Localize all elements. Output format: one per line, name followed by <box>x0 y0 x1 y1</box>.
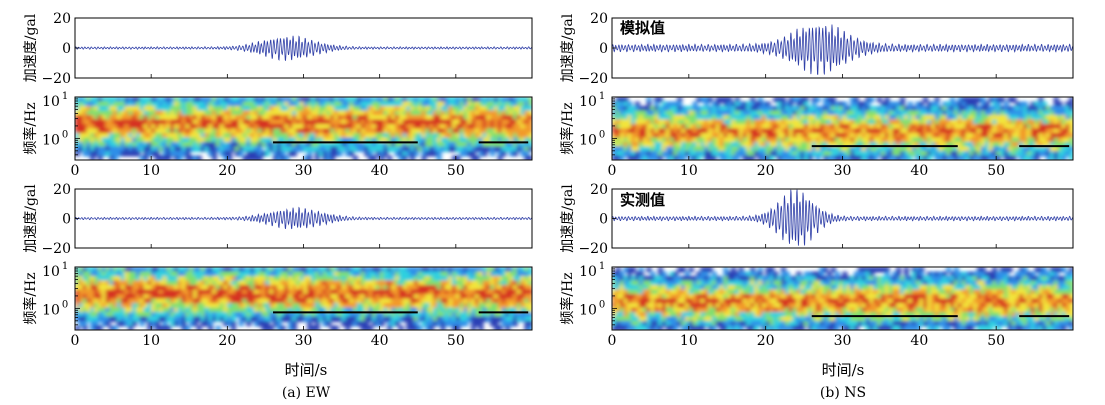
x-tick-label: 40 <box>910 163 928 179</box>
x-tick-label: 10 <box>680 163 698 179</box>
y-axis-label-accel: 加速度/gal <box>560 184 576 253</box>
x-tick-label: 30 <box>295 333 313 349</box>
x-tick-label: 0 <box>71 333 80 349</box>
x-tick-label: 50 <box>447 163 465 179</box>
accel-series-line <box>611 189 1074 246</box>
y-axis-label-accel: 加速度/gal <box>23 184 39 253</box>
x-tick-label: 30 <box>834 163 852 179</box>
x-tick-label: 20 <box>757 333 775 349</box>
y-tick-label: 20 <box>53 182 71 198</box>
spectrogram-field <box>612 97 1073 160</box>
x-tick-label: 0 <box>71 163 80 179</box>
y-tick-label: −20 <box>41 241 71 257</box>
x-tick-label: 50 <box>447 333 465 349</box>
y-tick-label: −20 <box>578 241 608 257</box>
y-tick-label: 0 <box>599 41 608 57</box>
y-axis-label-freq: 频率/Hz <box>22 272 39 324</box>
x-tick-label: 30 <box>295 163 313 179</box>
accel-series-line <box>611 24 1074 75</box>
y-tick-label: 0 <box>599 212 608 228</box>
annotation-measured: 实测值 <box>620 191 665 209</box>
y-tick-label: 10 <box>579 132 597 148</box>
caption-ew: (a) EW <box>282 385 331 401</box>
y-tick-exponent: 1 <box>599 261 605 272</box>
spectrogram-field <box>75 97 532 160</box>
x-tick-label: 20 <box>218 163 236 179</box>
y-tick-label: −20 <box>578 71 608 87</box>
spectrogram-field <box>612 267 1073 330</box>
x-tick-label: 40 <box>371 333 389 349</box>
x-axis-label-ew: 时间/s <box>285 361 328 379</box>
y-tick-exponent: 0 <box>599 129 605 140</box>
caption-ns: (b) NS <box>820 385 866 401</box>
y-tick-exponent: 1 <box>62 261 68 272</box>
x-tick-label: 0 <box>608 163 617 179</box>
y-tick-label: −20 <box>41 71 71 87</box>
x-tick-label: 20 <box>757 163 775 179</box>
y-tick-label: 10 <box>579 94 597 110</box>
y-axis-label-freq: 频率/Hz <box>22 102 39 154</box>
x-tick-label: 40 <box>371 163 389 179</box>
x-axis-label-ns: 时间/s <box>822 361 865 379</box>
annotation-simulated: 模拟值 <box>620 19 665 37</box>
y-tick-label: 20 <box>590 182 608 198</box>
y-tick-exponent: 1 <box>599 91 605 102</box>
y-tick-label: 0 <box>62 212 71 228</box>
y-tick-exponent: 1 <box>62 91 68 102</box>
y-tick-exponent: 0 <box>62 129 68 140</box>
x-tick-label: 20 <box>218 333 236 349</box>
y-axis-label-freq: 频率/Hz <box>559 102 576 154</box>
y-tick-exponent: 0 <box>599 299 605 310</box>
x-tick-label: 0 <box>608 333 617 349</box>
y-tick-label: 20 <box>53 11 71 27</box>
x-tick-label: 10 <box>142 163 160 179</box>
x-tick-label: 40 <box>910 333 928 349</box>
y-tick-label: 10 <box>42 302 60 318</box>
x-tick-label: 50 <box>987 163 1005 179</box>
x-tick-label: 50 <box>987 333 1005 349</box>
y-axis-label-accel: 加速度/gal <box>560 13 576 82</box>
y-tick-label: 10 <box>42 132 60 148</box>
x-tick-label: 10 <box>680 333 698 349</box>
y-tick-label: 10 <box>579 302 597 318</box>
y-tick-label: 0 <box>62 41 71 57</box>
y-axis-label-accel: 加速度/gal <box>23 13 39 82</box>
y-tick-label: 10 <box>42 264 60 280</box>
y-tick-label: 20 <box>590 11 608 27</box>
x-tick-label: 10 <box>142 333 160 349</box>
spectrogram-field <box>75 267 532 330</box>
y-tick-label: 10 <box>42 94 60 110</box>
x-tick-label: 30 <box>834 333 852 349</box>
y-tick-exponent: 0 <box>62 299 68 310</box>
accel-series-line <box>74 35 533 61</box>
accel-series-line <box>74 206 533 230</box>
y-axis-label-freq: 频率/Hz <box>559 272 576 324</box>
y-tick-label: 10 <box>579 264 597 280</box>
